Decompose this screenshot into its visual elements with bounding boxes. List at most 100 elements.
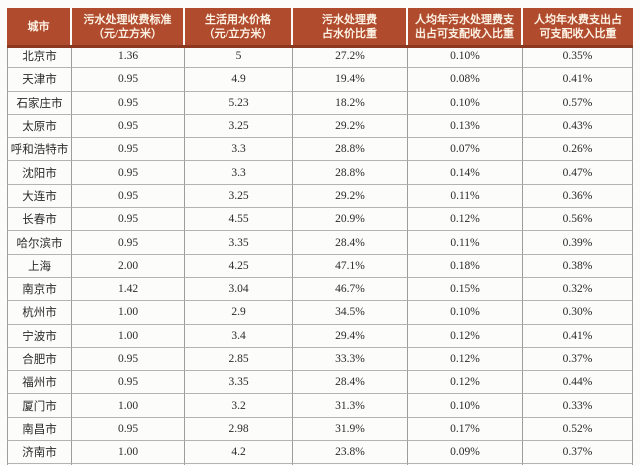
city-cell: 长春市 bbox=[7, 208, 72, 232]
sewage-fee-ratio-cell: 31.9% bbox=[293, 417, 408, 442]
sewage-fee-standard-cell: 0.95 bbox=[72, 417, 185, 442]
header-row: 城市 污水处理收费标准 （元/立方米） 生活用水价格 （元/立方米） 污水处理费… bbox=[7, 8, 633, 45]
sewage-spend-income-ratio-cell: 0.11% bbox=[408, 231, 523, 255]
water-spend-income-ratio-cell: 0.56% bbox=[523, 208, 633, 232]
sewage-fee-ratio-cell: 31.3% bbox=[293, 394, 408, 418]
water-spend-income-ratio-cell: 0.35% bbox=[523, 45, 633, 69]
city-cell: 天津市 bbox=[7, 68, 72, 92]
table-row: 哈尔滨市 0.95 3.35 28.4% 0.11% 0.39% bbox=[7, 231, 633, 255]
city-cell: 大连市 bbox=[7, 184, 72, 209]
header-underline bbox=[7, 45, 633, 48]
sewage-fee-ratio-cell: 47.1% bbox=[293, 254, 408, 278]
header-sewage-spend-income-ratio-line1: 人均年污水处理费支 bbox=[415, 13, 514, 26]
sewage-fee-standard-cell: 1.00 bbox=[72, 324, 185, 348]
table-row: 天津市 0.95 4.9 19.4% 0.08% 0.41% bbox=[7, 68, 633, 92]
sewage-fee-standard-cell: 2.00 bbox=[72, 254, 185, 278]
water-price-cell: 2.9 bbox=[185, 301, 293, 325]
table-row: 福州市 0.95 3.35 28.4% 0.12% 0.44% bbox=[7, 371, 633, 395]
sewage-spend-income-ratio-cell: 0.12% bbox=[408, 324, 523, 348]
water-spend-income-ratio-cell: 0.26% bbox=[523, 138, 633, 162]
city-cell: 太原市 bbox=[7, 114, 72, 139]
sewage-fee-ratio-cell: 46.7% bbox=[293, 277, 408, 302]
header-sewage-spend-income-ratio-line2: 出占可支配收入比重 bbox=[415, 27, 514, 40]
header-water-price-line1: 生活用水价格 bbox=[205, 13, 271, 26]
table-row: 宁波市 1.00 3.4 29.4% 0.12% 0.41% bbox=[7, 324, 633, 348]
table-row: 杭州市 1.00 2.9 34.5% 0.10% 0.30% bbox=[7, 301, 633, 325]
header-sewage-fee-ratio: 污水处理费 占水价比重 bbox=[293, 8, 408, 45]
sewage-fee-ratio-cell: 33.3% bbox=[293, 347, 408, 372]
table-row: 厦门市 1.00 3.2 31.3% 0.10% 0.33% bbox=[7, 394, 633, 418]
city-cell: 石家庄市 bbox=[7, 91, 72, 115]
city-cell: 呼和浩特市 bbox=[7, 138, 72, 162]
table-body: 北京市 1.36 5 27.2% 0.10% 0.35% 天津市 0.95 4.… bbox=[7, 45, 633, 465]
water-spend-income-ratio-cell: 0.57% bbox=[523, 91, 633, 115]
city-cell: 沈阳市 bbox=[7, 161, 72, 185]
water-spend-income-ratio-cell: 0.41% bbox=[523, 68, 633, 92]
header-water-price-line2: （元/立方米） bbox=[203, 27, 273, 40]
header-city: 城市 bbox=[7, 8, 72, 45]
table-row: 沈阳市 0.95 3.3 28.8% 0.14% 0.47% bbox=[7, 161, 633, 185]
sewage-spend-income-ratio-cell: 0.17% bbox=[408, 417, 523, 442]
water-spend-income-ratio-cell: 0.47% bbox=[523, 161, 633, 185]
header-sewage-fee-ratio-line2: 占水价比重 bbox=[322, 27, 377, 40]
sewage-spend-income-ratio-cell: 0.12% bbox=[408, 347, 523, 372]
sewage-spend-income-ratio-cell: 0.10% bbox=[408, 45, 523, 69]
sewage-fee-standard-cell: 0.95 bbox=[72, 138, 185, 162]
water-price-cell: 3.04 bbox=[185, 277, 293, 302]
sewage-fee-ratio-cell: 23.8% bbox=[293, 441, 408, 465]
sewage-fee-standard-cell: 1.42 bbox=[72, 277, 185, 302]
sewage-spend-income-ratio-cell: 0.14% bbox=[408, 161, 523, 185]
sewage-fee-ratio-cell: 28.4% bbox=[293, 371, 408, 395]
table-row: 上海 2.00 4.25 47.1% 0.18% 0.38% bbox=[7, 254, 633, 278]
table-row: 济南市 1.00 4.2 23.8% 0.09% 0.37% bbox=[7, 441, 633, 465]
header-sewage-fee-standard-line1: 污水处理收费标准 bbox=[83, 13, 172, 26]
sewage-spend-income-ratio-cell: 0.11% bbox=[408, 184, 523, 209]
sewage-fee-ratio-cell: 34.5% bbox=[293, 301, 408, 325]
sewage-fee-ratio-cell: 19.4% bbox=[293, 68, 408, 92]
water-spend-income-ratio-cell: 0.39% bbox=[523, 231, 633, 255]
water-spend-income-ratio-cell: 0.37% bbox=[523, 347, 633, 372]
water-spend-income-ratio-cell: 0.52% bbox=[523, 417, 633, 442]
water-price-cell: 3.25 bbox=[185, 114, 293, 139]
table-row: 呼和浩特市 0.95 3.3 28.8% 0.07% 0.26% bbox=[7, 138, 633, 162]
sewage-spend-income-ratio-cell: 0.10% bbox=[408, 91, 523, 115]
sewage-fee-standard-cell: 0.95 bbox=[72, 208, 185, 232]
table-row: 南昌市 0.95 2.98 31.9% 0.17% 0.52% bbox=[7, 417, 633, 442]
header-water-spend-income-ratio: 人均年水费支出占 可支配收入比重 bbox=[523, 8, 633, 45]
sewage-spend-income-ratio-cell: 0.13% bbox=[408, 114, 523, 139]
water-spend-income-ratio-cell: 0.43% bbox=[523, 114, 633, 139]
sewage-fee-ratio-cell: 28.4% bbox=[293, 231, 408, 255]
water-price-cell: 3.35 bbox=[185, 231, 293, 255]
water-price-cell: 5 bbox=[185, 45, 293, 69]
water-price-cell: 3.3 bbox=[185, 138, 293, 162]
water-fee-table: 城市 污水处理收费标准 （元/立方米） 生活用水价格 （元/立方米） 污水处理费… bbox=[7, 8, 633, 465]
sewage-fee-ratio-cell: 27.2% bbox=[293, 45, 408, 69]
city-cell: 南昌市 bbox=[7, 417, 72, 442]
water-price-cell: 3.25 bbox=[185, 184, 293, 209]
table-row: 大连市 0.95 3.25 29.2% 0.11% 0.36% bbox=[7, 184, 633, 209]
sewage-fee-ratio-cell: 28.8% bbox=[293, 138, 408, 162]
city-cell: 合肥市 bbox=[7, 347, 72, 372]
city-cell: 哈尔滨市 bbox=[7, 231, 72, 255]
sewage-spend-income-ratio-cell: 0.12% bbox=[408, 208, 523, 232]
city-cell: 宁波市 bbox=[7, 324, 72, 348]
water-price-cell: 4.2 bbox=[185, 441, 293, 465]
sewage-spend-income-ratio-cell: 0.15% bbox=[408, 277, 523, 302]
table-header: 城市 污水处理收费标准 （元/立方米） 生活用水价格 （元/立方米） 污水处理费… bbox=[7, 8, 633, 45]
sewage-spend-income-ratio-cell: 0.12% bbox=[408, 371, 523, 395]
city-cell: 北京市 bbox=[7, 45, 72, 69]
sewage-fee-standard-cell: 1.00 bbox=[72, 441, 185, 465]
water-spend-income-ratio-cell: 0.37% bbox=[523, 441, 633, 465]
sewage-spend-income-ratio-cell: 0.10% bbox=[408, 394, 523, 418]
water-spend-income-ratio-cell: 0.41% bbox=[523, 324, 633, 348]
water-spend-income-ratio-cell: 0.32% bbox=[523, 277, 633, 302]
water-price-cell: 2.85 bbox=[185, 347, 293, 372]
sewage-spend-income-ratio-cell: 0.18% bbox=[408, 254, 523, 278]
sewage-fee-ratio-cell: 29.2% bbox=[293, 184, 408, 209]
table-row: 太原市 0.95 3.25 29.2% 0.13% 0.43% bbox=[7, 114, 633, 139]
table-row: 石家庄市 0.95 5.23 18.2% 0.10% 0.57% bbox=[7, 91, 633, 115]
water-price-cell: 4.25 bbox=[185, 254, 293, 278]
water-price-cell: 3.3 bbox=[185, 161, 293, 185]
city-cell: 济南市 bbox=[7, 441, 72, 465]
